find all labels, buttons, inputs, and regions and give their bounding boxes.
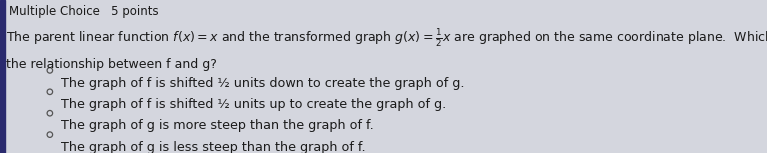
Text: The graph of f is shifted ½ units down to create the graph of g.: The graph of f is shifted ½ units down t… bbox=[61, 76, 465, 90]
Text: The parent linear function $f\left(x\right)=x$ and the transformed graph $g\left: The parent linear function $f\left(x\rig… bbox=[6, 28, 767, 49]
Text: The graph of g is more steep than the graph of f.: The graph of g is more steep than the gr… bbox=[61, 119, 374, 132]
Text: the relationship between f and g?: the relationship between f and g? bbox=[6, 58, 217, 71]
Text: The graph of g is less steep than the graph of f.: The graph of g is less steep than the gr… bbox=[61, 141, 366, 153]
Text: Multiple Choice   5 points: Multiple Choice 5 points bbox=[9, 5, 159, 18]
Text: The graph of f is shifted ½ units up to create the graph of g.: The graph of f is shifted ½ units up to … bbox=[61, 98, 446, 111]
Bar bbox=[0, 0, 5, 153]
